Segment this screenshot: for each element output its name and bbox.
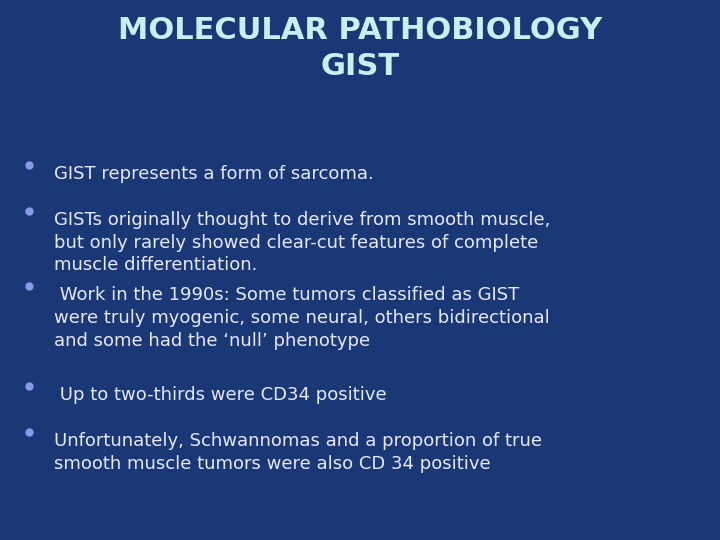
Text: GISTs originally thought to derive from smooth muscle,
but only rarely showed cl: GISTs originally thought to derive from …	[54, 211, 550, 274]
Text: MOLECULAR PATHOBIOLOGY
GIST: MOLECULAR PATHOBIOLOGY GIST	[118, 16, 602, 81]
Text: Unfortunately, Schwannomas and a proportion of true
smooth muscle tumors were al: Unfortunately, Schwannomas and a proport…	[54, 432, 542, 473]
Text: GIST represents a form of sarcoma.: GIST represents a form of sarcoma.	[54, 165, 374, 183]
Text: Up to two-thirds were CD34 positive: Up to two-thirds were CD34 positive	[54, 386, 387, 404]
Text: Work in the 1990s: Some tumors classified as GIST
were truly myogenic, some neur: Work in the 1990s: Some tumors classifie…	[54, 286, 550, 350]
